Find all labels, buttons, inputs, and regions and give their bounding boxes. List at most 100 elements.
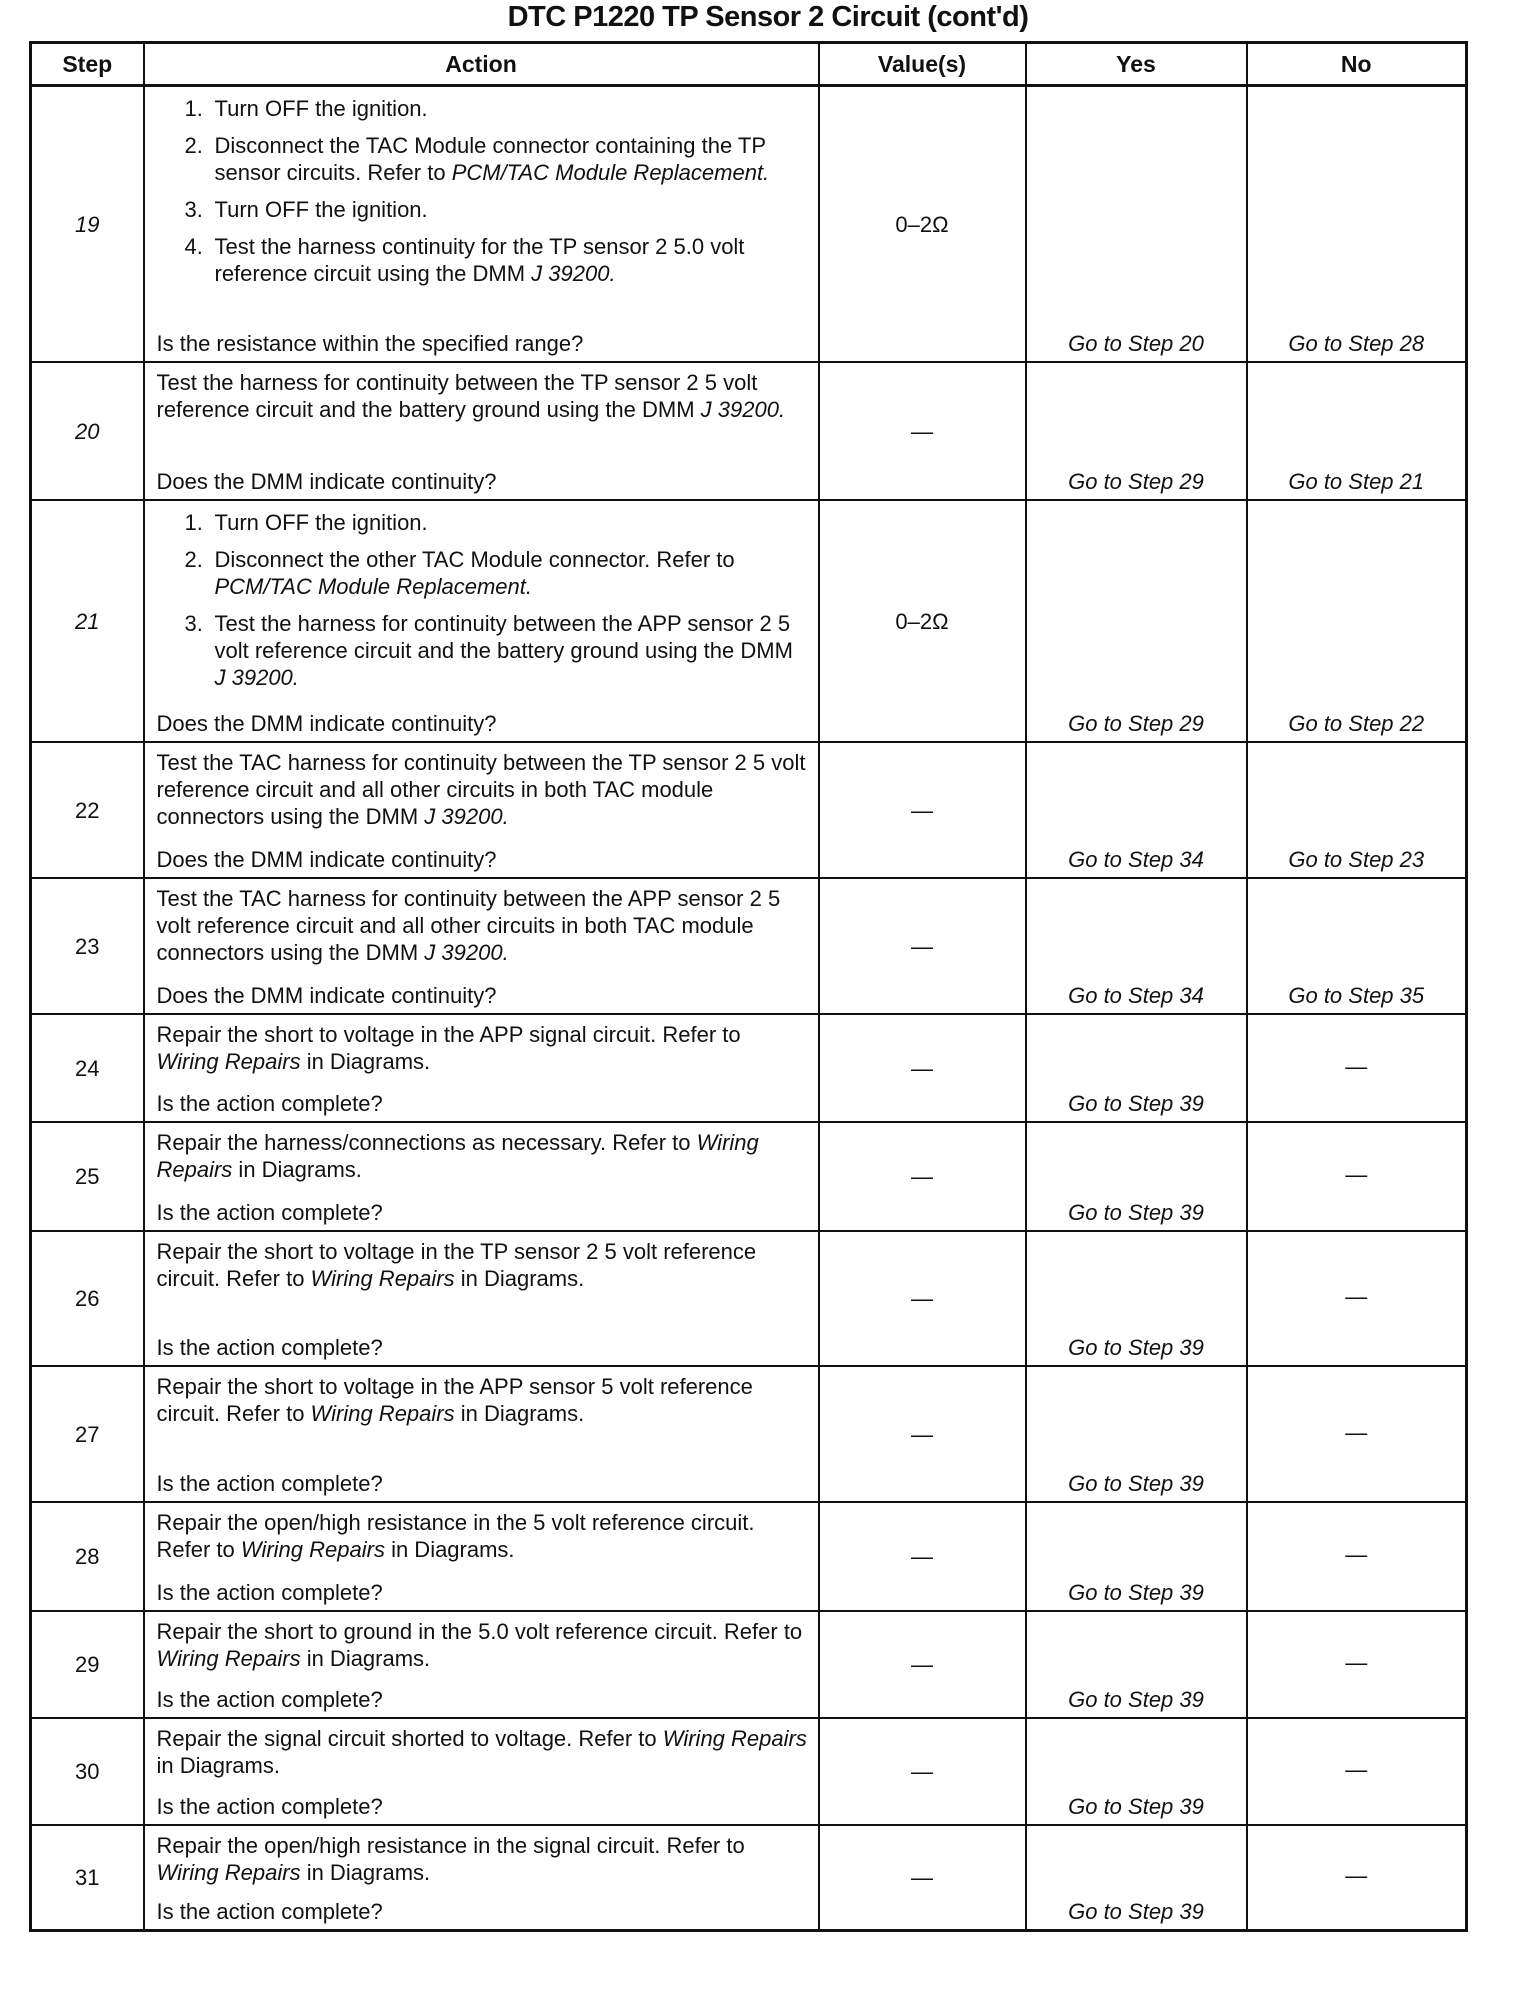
reference-text: Wiring Repairs (310, 1401, 455, 1426)
action-text: Test the TAC harness for continuity betw… (156, 750, 806, 829)
header-no: No (1245, 41, 1468, 87)
value-cell: — (817, 1717, 1027, 1826)
action-text: Turn OFF the ignition. (214, 510, 428, 535)
no-result: — (1245, 1365, 1468, 1503)
header-yes: Yes (1024, 41, 1248, 87)
header-row: Step Action Value(s) Yes No (29, 41, 1468, 87)
reference-text: J 39200. (531, 261, 616, 286)
action-text: in Diagrams. (300, 1049, 431, 1074)
action-cell: Repair the open/high resistance in the s… (142, 1824, 820, 1932)
value-cell: — (817, 1824, 1027, 1932)
action-cell: Repair the short to voltage in the APP s… (142, 1365, 820, 1503)
action-content: Repair the short to voltage in the APP s… (157, 1373, 808, 1497)
no-result: Go to Step 21 (1245, 361, 1468, 501)
value-cell: 0–2Ω (817, 499, 1027, 743)
action-question: Is the resistance within the specified r… (156, 331, 584, 356)
action-step: Repair the open/high resistance in the s… (157, 1832, 808, 1886)
action-step: Test the TAC harness for continuity betw… (157, 749, 808, 830)
action-question: Does the DMM indicate continuity? (156, 983, 497, 1008)
action-cell: Repair the short to ground in the 5.0 vo… (142, 1610, 820, 1719)
action-step: Test the TAC harness for continuity betw… (157, 885, 808, 966)
action-question: Is the action complete? (156, 1794, 383, 1819)
no-result: Go to Step 35 (1245, 877, 1468, 1015)
action-text: in Diagrams. (384, 1537, 515, 1562)
action-content: Repair the short to voltage in the TP se… (157, 1238, 808, 1361)
header-step: Step (29, 41, 145, 87)
step-number: 21 (29, 499, 145, 743)
action-text: in Diagrams. (454, 1401, 585, 1426)
no-result: — (1245, 1824, 1468, 1932)
reference-text: J 39200. (424, 804, 509, 829)
action-content: Repair the signal circuit shorted to vol… (157, 1725, 808, 1820)
step-index: 4. (184, 234, 203, 259)
action-cell: Repair the harness/connections as necess… (142, 1121, 820, 1232)
table-row: 31 Repair the open/high resistance in the… (29, 1824, 1468, 1932)
value-cell: — (817, 1230, 1027, 1367)
action-step: Repair the short to voltage in the TP se… (157, 1238, 808, 1292)
value-cell: — (817, 361, 1027, 501)
step-number: 26 (29, 1230, 145, 1367)
no-result: — (1245, 1121, 1468, 1232)
no-result: Go to Step 23 (1245, 741, 1468, 879)
action-step: 1. Turn OFF the ignition. (157, 507, 808, 536)
step-index: 3. (184, 611, 203, 636)
action-text: Disconnect the TAC Module connector cont… (214, 133, 766, 185)
action-step: Repair the open/high resistance in the 5… (157, 1509, 808, 1563)
step-index: 3. (184, 197, 203, 222)
action-text: in Diagrams. (300, 1860, 431, 1885)
action-content: Repair the harness/connections as necess… (157, 1129, 808, 1226)
action-cell: Repair the open/high resistance in the 5… (142, 1501, 820, 1612)
action-text: Test the harness for continuity between … (156, 370, 758, 422)
table-row: 20 Test the harness for continuity betwee… (29, 361, 1468, 501)
action-text: in Diagrams. (232, 1157, 362, 1182)
header-values: Value(s) (817, 41, 1027, 87)
no-result: Go to Step 28 (1245, 84, 1468, 363)
action-text: Repair the open/high resistance in the s… (156, 1833, 745, 1858)
yes-result: Go to Step 39 (1024, 1610, 1248, 1719)
action-content: 1. Turn OFF the ignition. 2. Disconnect the… (157, 507, 808, 737)
reference-text: J 39200. (424, 940, 509, 965)
action-step: Repair the signal circuit shorted to vol… (157, 1725, 808, 1779)
table-row: 21 1. Turn OFF the ignition. 2. Disconnect t… (29, 499, 1468, 743)
step-number: 29 (29, 1610, 145, 1719)
table-row: 22 Test the TAC harness for continuity be… (29, 741, 1468, 879)
table-row: 26 Repair the short to voltage in the TP … (29, 1230, 1468, 1367)
action-text: Repair the open/high resistance in the 5… (156, 1510, 755, 1562)
reference-text: Wiring Repairs (156, 1860, 301, 1885)
action-question: Does the DMM indicate continuity? (156, 469, 497, 494)
action-text: in Diagrams. (300, 1646, 431, 1671)
step-number: 22 (29, 741, 145, 879)
action-content: Test the harness for continuity between … (157, 369, 808, 495)
no-result: Go to Step 22 (1245, 499, 1468, 743)
action-question: Is the action complete? (156, 1899, 383, 1924)
table-row: 30 Repair the signal circuit shorted to v… (29, 1717, 1468, 1826)
yes-result: Go to Step 20 (1024, 84, 1248, 363)
step-index: 2. (184, 133, 203, 158)
action-question: Does the DMM indicate continuity? (156, 847, 497, 872)
reference-text: PCM/TAC Module Replacement. (214, 574, 533, 599)
step-number: 30 (29, 1717, 145, 1826)
action-text: Turn OFF the ignition. (214, 96, 428, 121)
step-index: 1. (184, 96, 203, 121)
step-number: 23 (29, 877, 145, 1015)
action-text: Repair the signal circuit shorted to vol… (156, 1726, 663, 1751)
action-cell: 1. Turn OFF the ignition. 2. Disconnect the… (142, 84, 820, 363)
table-row: 19 1. Turn OFF the ignition. 2. Disconnect t… (29, 84, 1468, 363)
action-question: Is the action complete? (156, 1335, 383, 1360)
yes-result: Go to Step 29 (1024, 361, 1248, 501)
reference-text: J 39200. (214, 665, 299, 690)
action-step: 3. Turn OFF the ignition. (157, 194, 808, 223)
action-text: in Diagrams. (454, 1266, 585, 1291)
yes-result: Go to Step 29 (1024, 499, 1248, 743)
page-title: DTC P1220 TP Sensor 2 Circuit (cont'd) (507, 1, 1029, 33)
header-action: Action (142, 41, 820, 87)
no-result: — (1245, 1230, 1468, 1367)
action-text: Repair the short to voltage in the APP s… (156, 1022, 741, 1047)
action-content: Repair the open/high resistance in the s… (157, 1832, 808, 1925)
step-number: 31 (29, 1824, 145, 1932)
action-text: Test the harness for continuity between … (214, 611, 793, 663)
action-cell: Test the harness for continuity between … (142, 361, 820, 501)
table-row: 29 Repair the short to ground in the 5.0 … (29, 1610, 1468, 1719)
action-step: Test the harness for continuity between … (157, 369, 808, 423)
table-row: 25 Repair the harness/connections as nece… (29, 1121, 1468, 1232)
